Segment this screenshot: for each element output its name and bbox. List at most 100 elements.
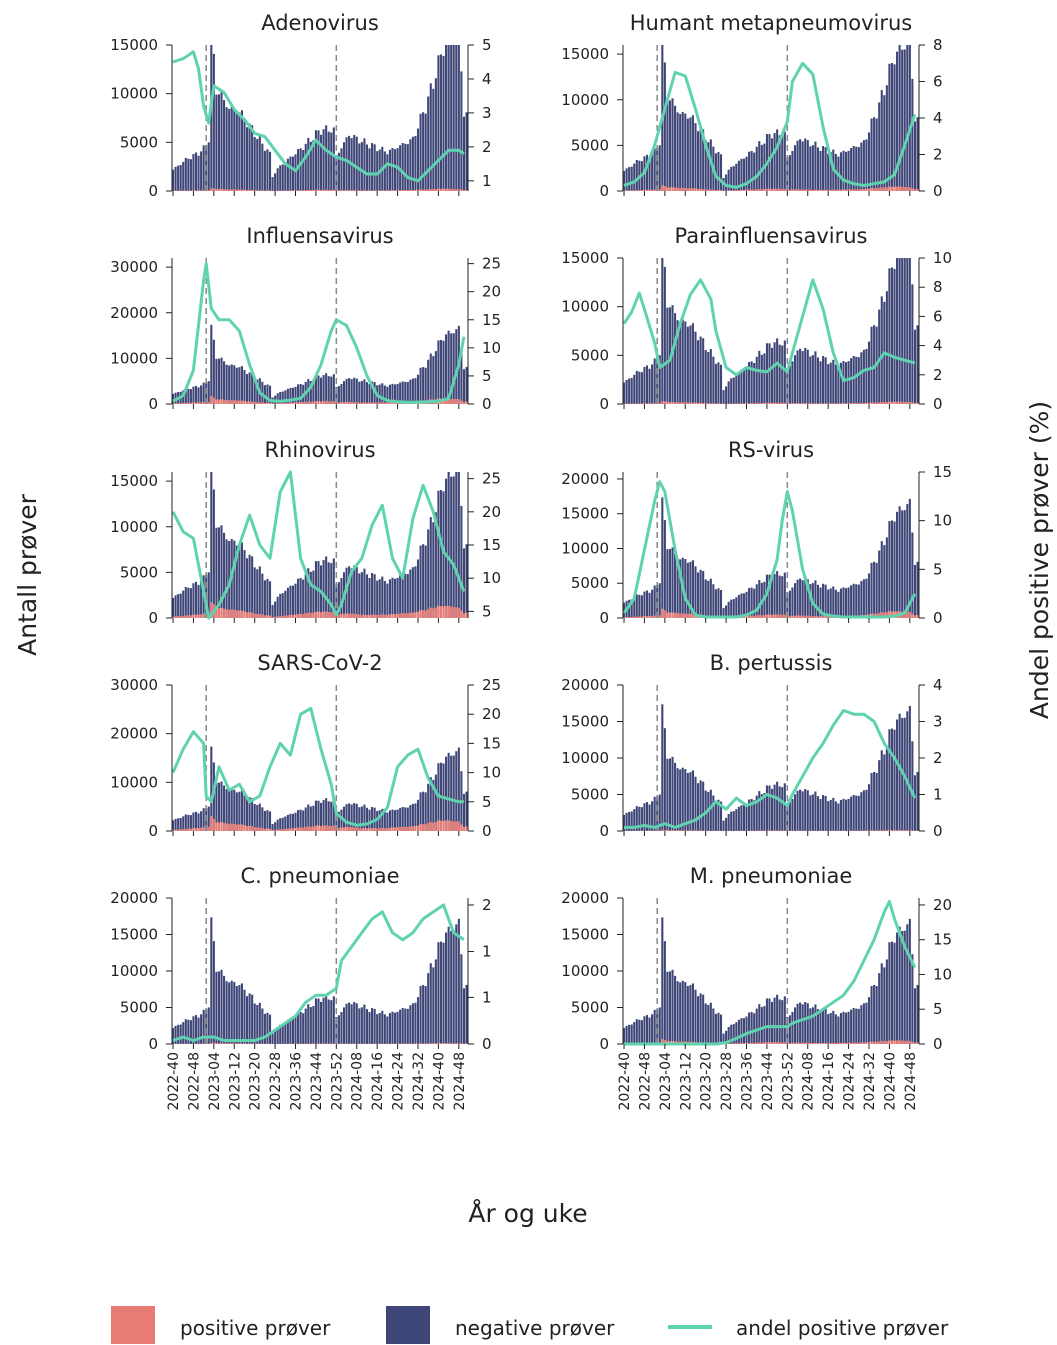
bar-negative: [399, 575, 402, 618]
y-tick-label-right: 20: [482, 503, 501, 521]
bar-negative: [460, 954, 463, 1044]
bar-positive: [883, 830, 886, 831]
bar-negative: [388, 384, 391, 404]
bar-negative: [684, 982, 687, 1044]
bar-positive: [312, 612, 315, 618]
bar-positive: [748, 189, 751, 191]
y-tick-label-left: 10000: [110, 349, 158, 367]
bar-negative: [676, 112, 679, 191]
bar-negative: [635, 1019, 638, 1044]
bar-positive: [750, 1042, 753, 1044]
bar-positive: [258, 402, 261, 404]
bar-positive: [702, 189, 705, 191]
bar-negative: [309, 380, 312, 404]
bar-negative: [888, 942, 891, 1044]
x-tick-label: 2024-32: [411, 1052, 427, 1111]
bar-negative: [450, 930, 453, 1044]
bar-positive: [648, 616, 651, 618]
bar-positive: [816, 1043, 820, 1044]
bar-positive: [243, 825, 246, 831]
bar-negative: [638, 371, 641, 404]
bar-negative: [460, 505, 463, 618]
bar-negative: [215, 94, 218, 191]
bar-negative: [704, 579, 707, 618]
bar-positive: [212, 818, 215, 831]
bar-negative: [870, 562, 873, 618]
y-tick-label-left: 5000: [571, 136, 609, 154]
bar-negative: [906, 504, 909, 618]
bar-negative: [299, 148, 302, 191]
bar-negative: [335, 584, 338, 618]
bar-positive: [651, 403, 654, 404]
bar-positive: [663, 401, 666, 404]
bar-positive: [768, 1042, 771, 1044]
bar-negative: [699, 127, 702, 191]
bar-positive: [337, 614, 340, 618]
bar-positive: [452, 821, 455, 831]
bar-negative: [215, 527, 218, 618]
bar-positive: [284, 615, 287, 618]
bar-positive: [898, 186, 901, 191]
x-tick-label: 2023-12: [227, 1052, 243, 1111]
bar-negative: [633, 809, 636, 831]
bar-positive: [890, 186, 894, 191]
bar-negative: [623, 170, 626, 191]
bar-negative: [850, 148, 853, 191]
bar-positive: [898, 401, 901, 404]
bar-positive: [427, 189, 430, 191]
bar-negative: [870, 326, 873, 404]
bar-negative: [684, 769, 687, 831]
bar-positive: [755, 1042, 758, 1044]
bar-positive: [799, 189, 802, 191]
bar-negative: [809, 1008, 812, 1044]
bar-positive: [462, 826, 465, 831]
bar-positive: [890, 830, 894, 831]
bar-negative: [401, 807, 404, 831]
bar-negative: [913, 564, 916, 618]
bar-negative: [661, 497, 664, 618]
y-axis-label-right: Andel positive prøver (%): [1025, 401, 1054, 719]
bar-negative: [452, 755, 455, 831]
y-tick-label-right: 2: [933, 366, 943, 384]
bar-negative: [811, 794, 814, 831]
bar-positive: [799, 615, 802, 618]
bar-negative: [860, 581, 863, 618]
bar-positive: [793, 403, 797, 404]
bar-positive: [873, 402, 876, 404]
bar-negative: [867, 132, 871, 191]
bar-positive: [304, 613, 307, 618]
bar-negative: [628, 811, 631, 831]
bar-positive: [276, 403, 279, 404]
bar-positive: [804, 1042, 807, 1044]
bar-positive: [179, 829, 182, 831]
panel-title: C. pneumoniae: [240, 864, 399, 888]
bar-negative: [210, 746, 213, 831]
bar-positive: [314, 189, 317, 191]
bar-negative: [182, 1022, 185, 1044]
bar-negative: [194, 581, 198, 618]
bar-negative: [360, 142, 363, 191]
bar-negative: [778, 135, 781, 191]
bar-positive: [732, 1043, 735, 1044]
bar-positive: [771, 188, 774, 191]
bar-negative: [842, 1011, 845, 1044]
bar-negative: [834, 801, 837, 831]
bar-negative: [248, 123, 251, 191]
bar-negative: [416, 997, 420, 1044]
bar-positive: [888, 186, 891, 191]
bar-negative: [625, 168, 628, 191]
bar-negative: [353, 135, 356, 191]
y-tick-label-left: 5000: [571, 346, 609, 364]
bar-positive: [266, 402, 269, 404]
bar-negative: [896, 258, 899, 404]
bar-positive: [217, 189, 221, 191]
bar-negative: [330, 1000, 333, 1044]
panel-title: B. pertussis: [710, 651, 833, 675]
bar-negative: [781, 787, 784, 831]
bar-negative: [799, 139, 802, 191]
bar-positive: [748, 1042, 751, 1044]
bar-positive: [745, 616, 748, 618]
bar-negative: [786, 368, 789, 404]
bar-positive: [200, 614, 203, 618]
bar-positive: [439, 188, 443, 191]
